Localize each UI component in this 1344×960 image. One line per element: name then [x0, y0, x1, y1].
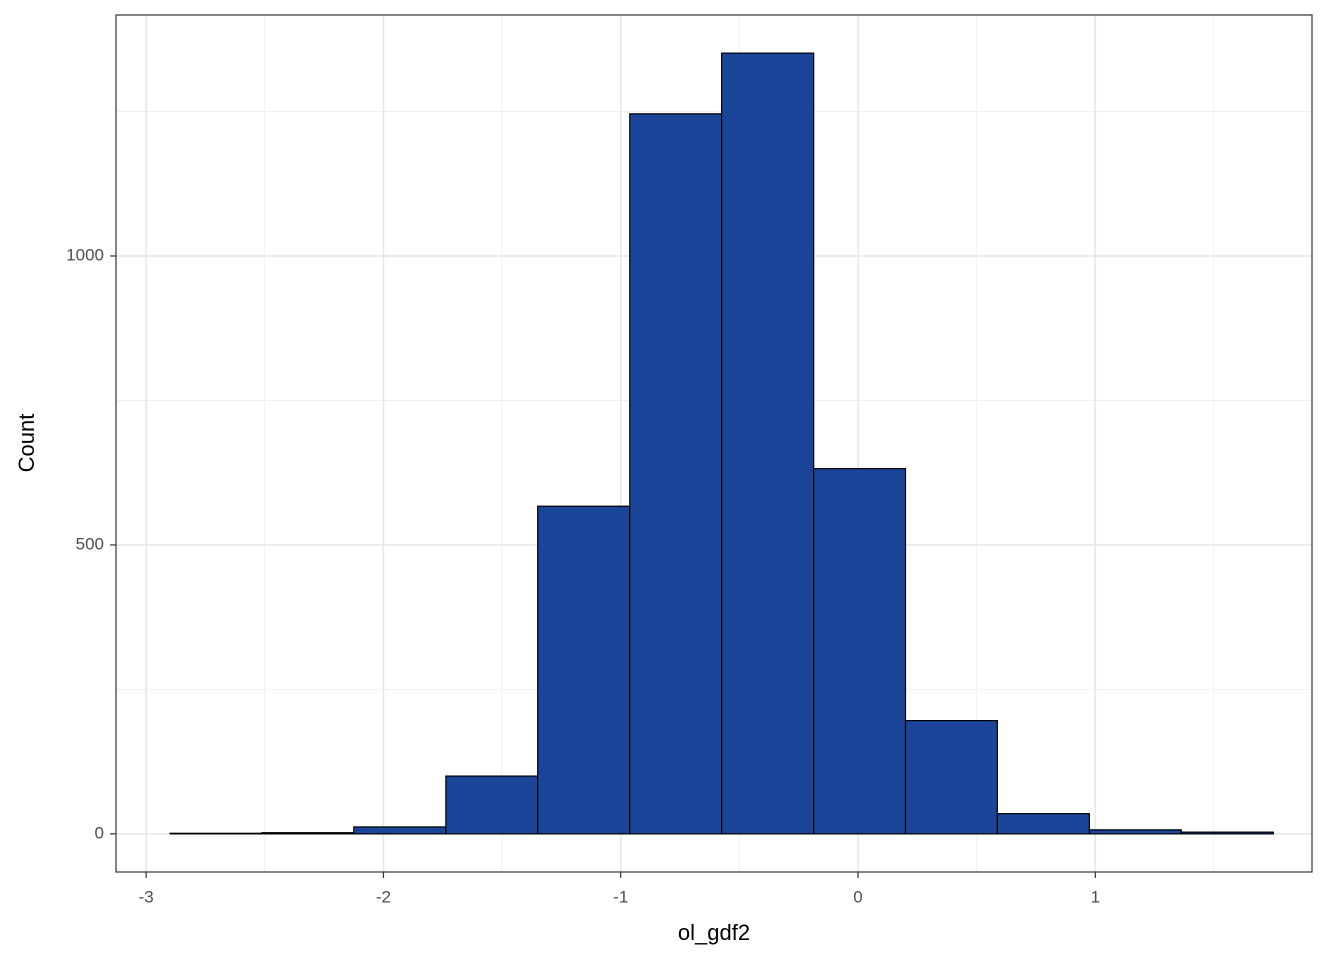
panel-border: [115, 14, 1313, 873]
x-tick-label: -3: [139, 887, 154, 906]
bar: [629, 113, 723, 835]
x-tick-label: -2: [376, 887, 391, 906]
bar: [904, 719, 998, 835]
bar: [720, 52, 815, 835]
bar: [537, 505, 631, 835]
axes: -3 -2 -1 0 1 0 500 1000: [66, 245, 1100, 906]
bars: [169, 52, 1274, 835]
bar: [261, 832, 355, 835]
x-axis-label: ol_gdf2: [678, 920, 750, 945]
y-tick-label: 1000: [66, 245, 104, 264]
y-axis-label: Count: [14, 414, 39, 473]
bar: [996, 813, 1091, 835]
bar: [353, 826, 447, 835]
bar: [445, 775, 539, 835]
bar: [1180, 831, 1274, 835]
x-tick-label: -1: [613, 887, 628, 906]
y-tick-label: 0: [95, 823, 104, 842]
bar: [1088, 829, 1182, 835]
bar: [813, 468, 907, 835]
x-tick-label: 1: [1091, 887, 1100, 906]
bar: [169, 832, 263, 835]
x-tick-label: 0: [853, 887, 862, 906]
y-tick-label: 500: [76, 534, 104, 553]
